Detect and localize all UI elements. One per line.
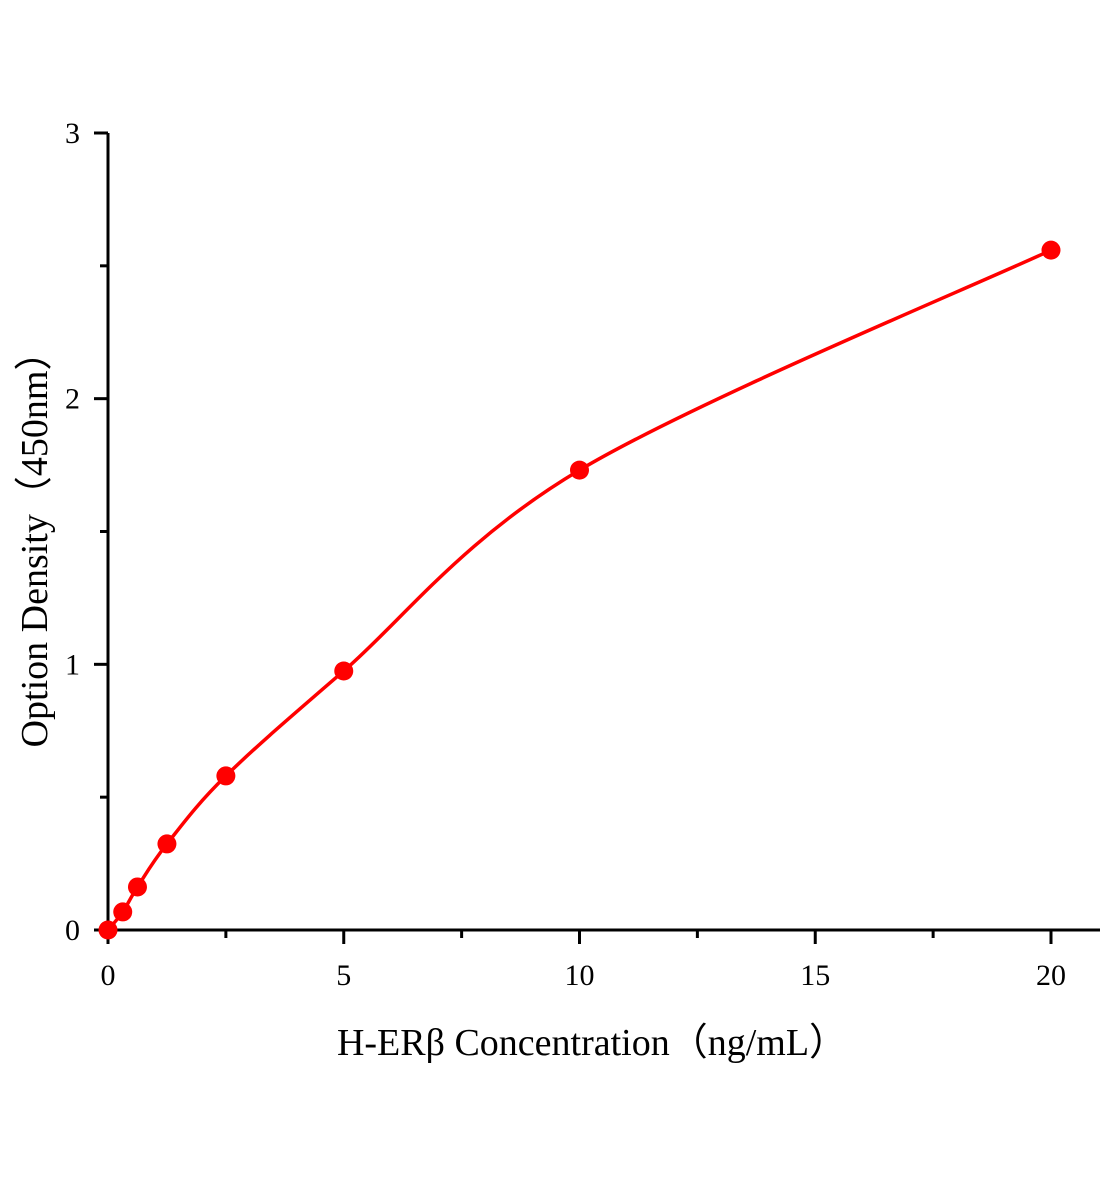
data-point [1041,240,1061,260]
y-axis-label: Option Density（450nm） [14,333,56,748]
x-tick-label: 20 [1036,959,1066,992]
data-point [113,902,133,922]
x-tick-label: 15 [800,959,830,992]
x-tick-label: 10 [565,959,595,992]
data-points [98,240,1061,940]
y-tick-label: 1 [65,648,80,681]
fit-curve [106,248,1052,932]
data-point [98,920,118,940]
x-axis-label: H-ERβ Concentration（ng/mL） [337,1022,847,1064]
data-point [216,766,236,786]
data-point [334,661,354,681]
y-tick-label: 2 [65,383,80,416]
data-point [127,877,147,897]
data-point [570,460,589,480]
data-point [157,834,177,854]
y-tick-label: 3 [65,117,80,150]
axes: 0 5 10 15 20 0 1 2 3 [65,117,1100,992]
x-tick-label: 0 [101,959,116,992]
x-tick-label: 5 [336,959,351,992]
y-tick-label: 0 [65,914,80,947]
fit-curve-group [106,248,1052,932]
